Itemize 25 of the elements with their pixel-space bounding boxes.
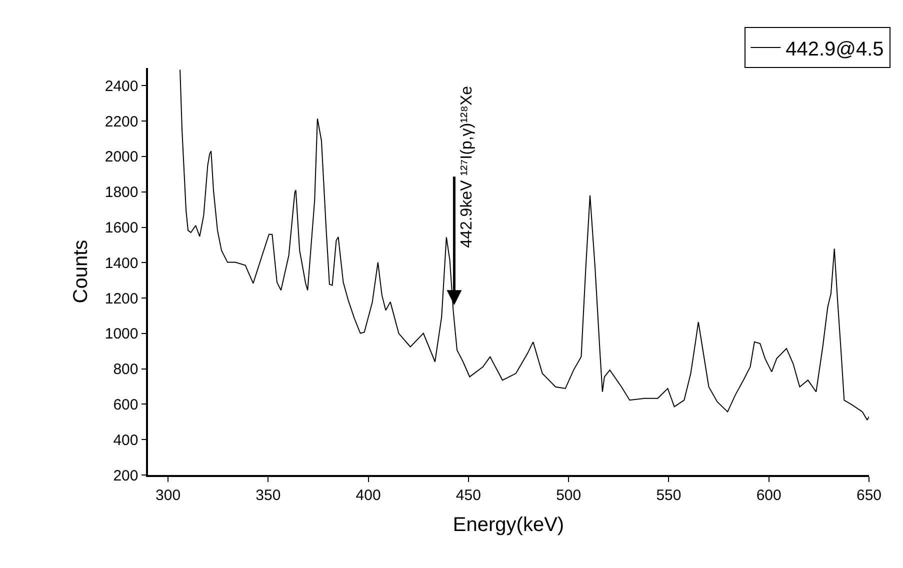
x-tick-label: 650 [856,486,882,504]
x-axis-title: Energy(keV) [452,514,564,536]
y-tick-label: 400 [113,432,138,449]
x-tick-label: 350 [256,486,281,504]
x-tick-label: 600 [756,486,782,504]
annotation: 442.9keV ¹²⁷I(p,γ)¹²⁸Xe [458,86,476,248]
y-tick-label: 1000 [104,326,138,343]
y-tick-label: 1400 [104,254,138,272]
legend-label: 442.9@4.5 [786,38,884,60]
line-series [180,69,869,420]
y-tick-label: 600 [113,396,138,414]
y-tick-label: 1600 [104,220,138,237]
y-tick-label: 800 [113,361,138,378]
x-tick-label: 300 [156,486,181,504]
y-tick-label: 2000 [104,148,138,166]
y-tick-label: 2200 [104,113,138,130]
y-tick-label: 1800 [104,184,138,202]
y-tick-label: 2400 [104,78,138,95]
x-tick-label: 400 [356,486,381,504]
x-tick-label: 450 [456,486,481,504]
x-tick-label: 550 [656,486,682,504]
y-tick-label: 200 [113,467,138,484]
y-tick-label: 1200 [104,290,138,308]
y-axis-title: Counts [70,240,92,304]
x-tick-label: 500 [556,486,582,504]
